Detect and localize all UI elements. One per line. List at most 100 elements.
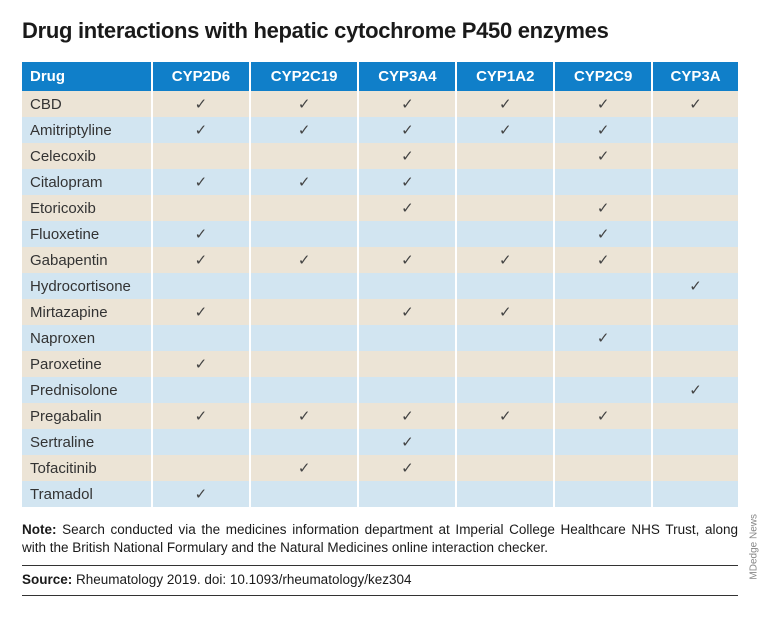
check-cell: ✓ — [250, 455, 359, 481]
check-cell — [554, 377, 652, 403]
check-cell — [250, 221, 359, 247]
check-cell: ✓ — [652, 273, 738, 299]
drug-cell: Celecoxib — [22, 143, 152, 169]
check-cell — [456, 377, 554, 403]
check-cell: ✓ — [652, 377, 738, 403]
check-cell — [554, 273, 652, 299]
source-label: Source: — [22, 572, 72, 587]
check-cell — [358, 481, 456, 507]
check-cell — [152, 455, 250, 481]
check-cell — [456, 221, 554, 247]
check-cell — [250, 351, 359, 377]
check-cell: ✓ — [152, 247, 250, 273]
check-cell — [652, 429, 738, 455]
check-cell: ✓ — [358, 455, 456, 481]
check-cell — [554, 299, 652, 325]
check-cell: ✓ — [152, 351, 250, 377]
check-cell — [358, 377, 456, 403]
check-cell: ✓ — [152, 403, 250, 429]
check-cell — [456, 455, 554, 481]
check-cell: ✓ — [456, 247, 554, 273]
table-header-row: DrugCYP2D6CYP2C19CYP3A4CYP1A2CYP2C9CYP3A — [22, 62, 738, 91]
table-row: Mirtazapine✓✓✓ — [22, 299, 738, 325]
check-cell — [456, 429, 554, 455]
drug-cell: Fluoxetine — [22, 221, 152, 247]
check-cell — [250, 481, 359, 507]
check-cell: ✓ — [358, 117, 456, 143]
check-cell — [152, 325, 250, 351]
check-cell — [554, 455, 652, 481]
check-cell — [152, 429, 250, 455]
check-cell — [358, 325, 456, 351]
column-header: CYP2C19 — [250, 62, 359, 91]
check-cell: ✓ — [152, 481, 250, 507]
check-cell — [152, 195, 250, 221]
source-text: Rheumatology 2019. doi: 10.1093/rheumato… — [72, 572, 411, 587]
check-cell — [652, 221, 738, 247]
check-cell: ✓ — [152, 117, 250, 143]
table-row: Sertraline✓ — [22, 429, 738, 455]
check-cell — [250, 325, 359, 351]
check-cell: ✓ — [358, 429, 456, 455]
check-cell: ✓ — [358, 247, 456, 273]
check-cell: ✓ — [554, 221, 652, 247]
check-cell: ✓ — [152, 299, 250, 325]
note-paragraph: Note: Search conducted via the medicines… — [22, 521, 738, 557]
table-row: Naproxen✓ — [22, 325, 738, 351]
check-cell — [652, 143, 738, 169]
check-cell — [358, 221, 456, 247]
table-row: Fluoxetine✓✓ — [22, 221, 738, 247]
note-label: Note: — [22, 522, 57, 537]
check-cell — [250, 195, 359, 221]
drug-cell: Amitriptyline — [22, 117, 152, 143]
check-cell — [652, 169, 738, 195]
check-cell — [456, 481, 554, 507]
column-header: Drug — [22, 62, 152, 91]
table-row: Prednisolone✓ — [22, 377, 738, 403]
check-cell — [652, 325, 738, 351]
check-cell — [152, 377, 250, 403]
interactions-table: DrugCYP2D6CYP2C19CYP3A4CYP1A2CYP2C9CYP3A… — [22, 62, 738, 507]
check-cell — [456, 351, 554, 377]
check-cell: ✓ — [554, 403, 652, 429]
table-row: CBD✓✓✓✓✓✓ — [22, 91, 738, 117]
check-cell: ✓ — [554, 91, 652, 117]
check-cell — [152, 143, 250, 169]
check-cell — [456, 143, 554, 169]
check-cell: ✓ — [250, 247, 359, 273]
column-header: CYP1A2 — [456, 62, 554, 91]
check-cell — [456, 273, 554, 299]
check-cell: ✓ — [456, 299, 554, 325]
check-cell: ✓ — [652, 91, 738, 117]
check-cell — [652, 481, 738, 507]
check-cell — [250, 273, 359, 299]
table-row: Etoricoxib✓✓ — [22, 195, 738, 221]
table-body: CBD✓✓✓✓✓✓Amitriptyline✓✓✓✓✓Celecoxib✓✓Ci… — [22, 91, 738, 507]
check-cell — [250, 143, 359, 169]
drug-cell: CBD — [22, 91, 152, 117]
table-row: Pregabalin✓✓✓✓✓ — [22, 403, 738, 429]
divider-line — [22, 565, 738, 566]
check-cell: ✓ — [456, 403, 554, 429]
credit-label: MDedge News — [749, 514, 760, 580]
check-cell: ✓ — [456, 91, 554, 117]
check-cell: ✓ — [358, 195, 456, 221]
check-cell — [152, 273, 250, 299]
check-cell — [554, 481, 652, 507]
check-cell: ✓ — [554, 325, 652, 351]
drug-cell: Tofacitinib — [22, 455, 152, 481]
check-cell — [652, 455, 738, 481]
check-cell: ✓ — [554, 143, 652, 169]
note-text: Search conducted via the medicines infor… — [22, 522, 738, 555]
table-row: Tramadol✓ — [22, 481, 738, 507]
column-header: CYP2C9 — [554, 62, 652, 91]
table-row: Hydrocortisone✓ — [22, 273, 738, 299]
check-cell — [554, 169, 652, 195]
check-cell: ✓ — [152, 169, 250, 195]
check-cell — [652, 351, 738, 377]
drug-cell: Citalopram — [22, 169, 152, 195]
table-row: Celecoxib✓✓ — [22, 143, 738, 169]
column-header: CYP2D6 — [152, 62, 250, 91]
check-cell: ✓ — [250, 117, 359, 143]
check-cell: ✓ — [250, 403, 359, 429]
